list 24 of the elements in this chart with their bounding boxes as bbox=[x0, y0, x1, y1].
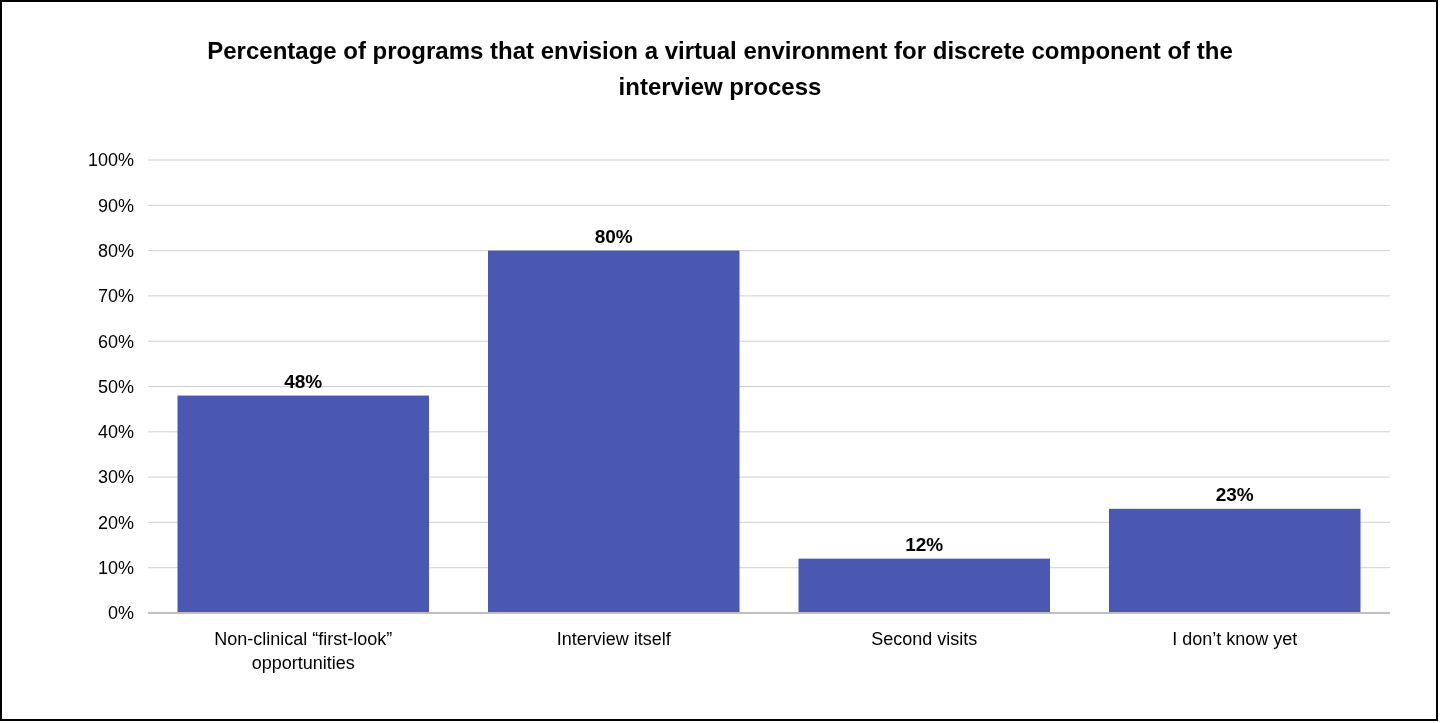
y-tick-label: 0% bbox=[107, 603, 134, 624]
x-tick-label: Interview itself bbox=[556, 629, 672, 649]
bar bbox=[1109, 508, 1361, 613]
bar bbox=[177, 395, 429, 613]
y-tick-label: 80% bbox=[97, 240, 134, 261]
data-label: 23% bbox=[1215, 483, 1254, 505]
x-tick-label: Non-clinical “first-look” opportunities bbox=[214, 629, 393, 673]
bar bbox=[798, 558, 1050, 613]
y-tick-label: 20% bbox=[97, 512, 134, 533]
x-tick-label: Second visits bbox=[871, 629, 978, 649]
data-label: 48% bbox=[284, 370, 323, 392]
y-tick-label: 30% bbox=[97, 467, 134, 488]
y-tick-label: 70% bbox=[97, 286, 134, 307]
y-tick-label: 100% bbox=[87, 150, 134, 171]
data-label: 12% bbox=[905, 533, 944, 555]
y-tick-label: 50% bbox=[97, 376, 134, 397]
y-tick-label: 90% bbox=[97, 195, 134, 216]
y-tick-label: 40% bbox=[97, 422, 134, 443]
bar bbox=[488, 250, 740, 613]
x-tick-label: I don’t know yet bbox=[1172, 629, 1298, 649]
data-label: 80% bbox=[594, 225, 633, 247]
y-tick-label: 60% bbox=[97, 331, 134, 352]
y-tick-label: 10% bbox=[97, 558, 134, 578]
chart-title: Percentage of programs that envision a virtual environment for discrete component of the interview process bbox=[207, 37, 1233, 100]
